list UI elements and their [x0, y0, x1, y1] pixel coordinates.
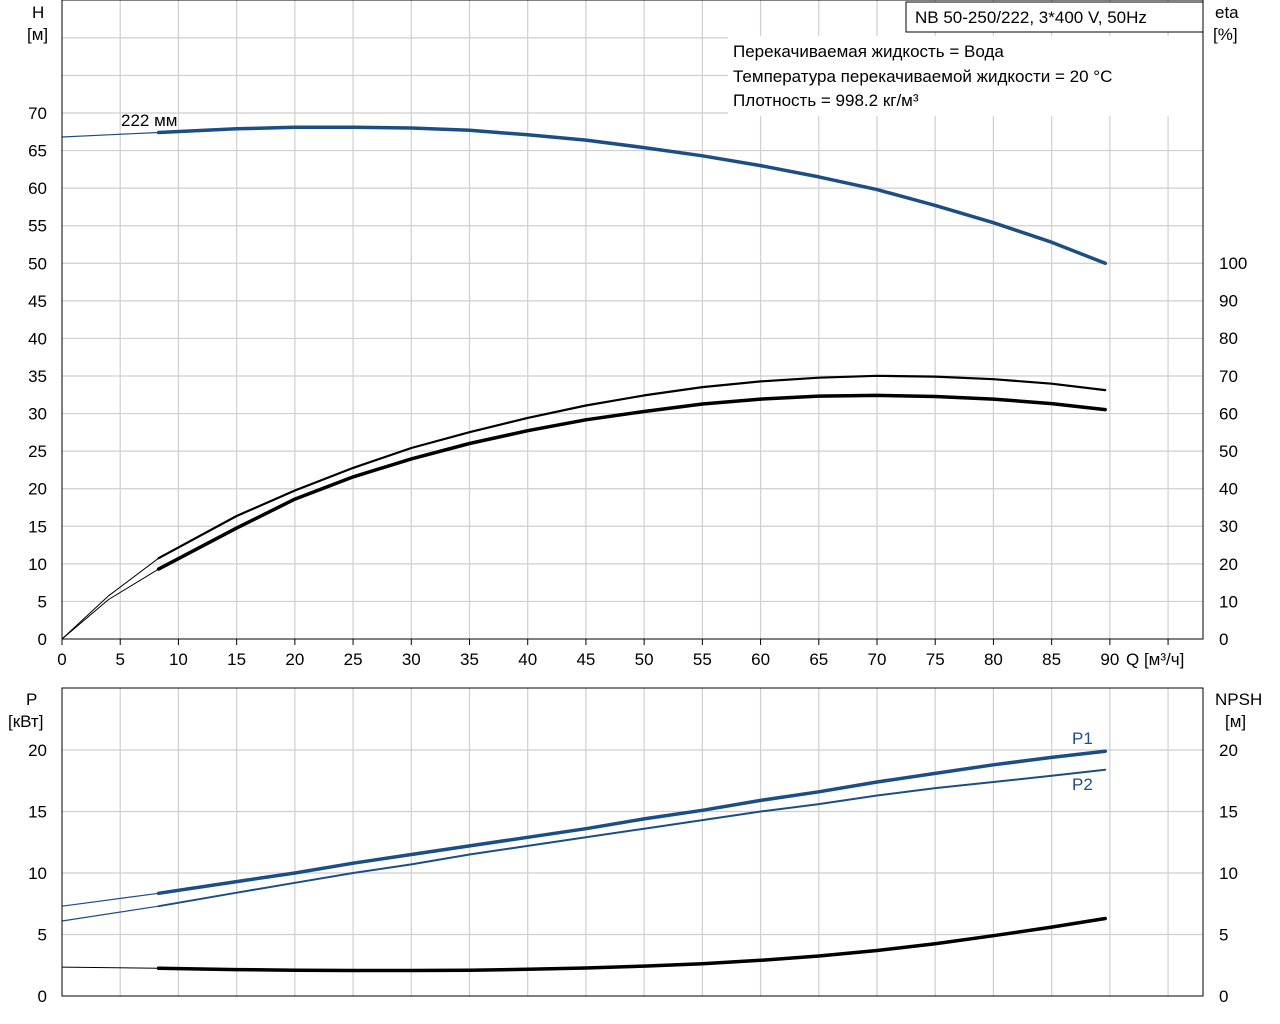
y-tick-label: 40 [28, 329, 47, 348]
y-tick-label: 10 [28, 864, 47, 883]
top-right-axis-label: eta [1215, 3, 1239, 22]
series-line-4 [156, 393, 1107, 571]
bottom-right-axis-unit: [м] [1225, 712, 1246, 731]
x-tick-label: 80 [984, 650, 1003, 669]
bottom-chart-series [61, 749, 1107, 973]
y-tick-label: 15 [28, 517, 47, 536]
info-box-background [728, 36, 1204, 116]
x-tick-label: 55 [693, 650, 712, 669]
series-line-3 [61, 557, 160, 640]
bottom-chart-tick-labels: 0 5 10 15 20 0 5 10 15 20 [28, 741, 1238, 1006]
x-tick-label: 50 [635, 650, 654, 669]
x-tick-label: 85 [1042, 650, 1061, 669]
x-tick-label: 75 [926, 650, 945, 669]
x-tick-label: 70 [868, 650, 887, 669]
right-y-tick-label: 0 [1219, 987, 1228, 1006]
info-density: Плотность = 998.2 кг/м³ [733, 91, 919, 110]
info-temperature: Температура перекачиваемой жидкости = 20… [733, 67, 1112, 86]
series-line-3 [61, 905, 160, 922]
x-axis-label: Q [м³/ч] [1126, 650, 1184, 669]
x-tick-label: 45 [576, 650, 595, 669]
series-line-0 [156, 125, 1107, 266]
x-tick-label: 40 [518, 650, 537, 669]
series-line-1 [61, 131, 160, 138]
y-tick-label: 0 [38, 630, 47, 649]
y-tick-label: 5 [38, 592, 47, 611]
right-y-tick-label: 60 [1219, 404, 1238, 423]
right-y-tick-label: 50 [1219, 442, 1238, 461]
x-tick-label: 65 [809, 650, 828, 669]
bottom-chart-grid [62, 688, 1203, 996]
x-tick-label: 35 [460, 650, 479, 669]
right-y-tick-label: 30 [1219, 517, 1238, 536]
p2-series-label: P2 [1072, 775, 1093, 794]
right-y-tick-label: 80 [1219, 329, 1238, 348]
right-y-tick-label: 5 [1219, 926, 1228, 945]
right-y-tick-label: 10 [1219, 592, 1238, 611]
right-y-tick-label: 15 [1219, 803, 1238, 822]
y-tick-label: 50 [28, 254, 47, 273]
x-tick-label: 0 [57, 650, 66, 669]
y-tick-label: 45 [28, 292, 47, 311]
top-right-axis-unit: [%] [1213, 25, 1238, 44]
p1-series-label: P1 [1072, 729, 1093, 748]
bottom-chart-frame [61, 687, 1204, 997]
x-tick-label: 10 [169, 650, 188, 669]
x-tick-label: 20 [285, 650, 304, 669]
y-tick-label: 70 [28, 104, 47, 123]
top-chart-series [61, 125, 1107, 640]
x-tick-label: 30 [402, 650, 421, 669]
series-line-5 [61, 966, 160, 969]
x-tick-label: 90 [1100, 650, 1119, 669]
right-y-tick-label: 0 [1219, 630, 1228, 649]
chart-title: NB 50-250/222, 3*400 V, 50Hz [915, 8, 1147, 27]
series-line-5 [61, 568, 160, 640]
y-tick-label: 60 [28, 179, 47, 198]
top-y-axis-label: H [32, 3, 44, 22]
bottom-y-axis-label: P [26, 690, 37, 709]
top-y-axis-unit: [м] [27, 25, 48, 44]
y-tick-label: 35 [28, 367, 47, 386]
impeller-diameter-label: 222 мм [121, 111, 177, 130]
bottom-right-axis-label: NPSH [1215, 690, 1262, 709]
top-chart-frame [61, 0, 1204, 640]
series-line-1 [61, 892, 160, 907]
right-y-tick-label: 20 [1219, 741, 1238, 760]
series-line-2 [157, 374, 1107, 560]
p1-series-line-0 [156, 749, 1107, 896]
y-tick-label: 10 [28, 555, 47, 574]
right-y-tick-label: 70 [1219, 367, 1238, 386]
bottom-y-axis-unit: [кВт] [8, 712, 43, 731]
x-tick-label: 15 [227, 650, 246, 669]
x-tick-label: 25 [344, 650, 363, 669]
right-y-tick-label: 40 [1219, 480, 1238, 499]
title-box [905, 1, 1204, 33]
right-y-tick-label: 90 [1219, 292, 1238, 311]
y-tick-label: 15 [28, 803, 47, 822]
right-y-tick-label: 10 [1219, 864, 1238, 883]
y-tick-label: 25 [28, 442, 47, 461]
right-y-tick-label: 20 [1219, 555, 1238, 574]
x-tick-label: 60 [751, 650, 770, 669]
top-chart-tick-labels: 0510152025303540455055606570010203040506… [28, 104, 1247, 669]
y-tick-label: 55 [28, 217, 47, 236]
info-liquid: Перекачиваемая жидкость = Вода [733, 42, 1004, 61]
series-line-4 [156, 916, 1107, 973]
y-tick-label: 65 [28, 142, 47, 161]
y-tick-label: 5 [38, 926, 47, 945]
p2-series-line-2 [157, 768, 1107, 908]
y-tick-label: 20 [28, 480, 47, 499]
y-tick-label: 0 [38, 987, 47, 1006]
right-y-tick-label: 100 [1219, 254, 1247, 273]
y-tick-label: 20 [28, 741, 47, 760]
x-tick-label: 5 [115, 650, 124, 669]
y-tick-label: 30 [28, 405, 47, 424]
